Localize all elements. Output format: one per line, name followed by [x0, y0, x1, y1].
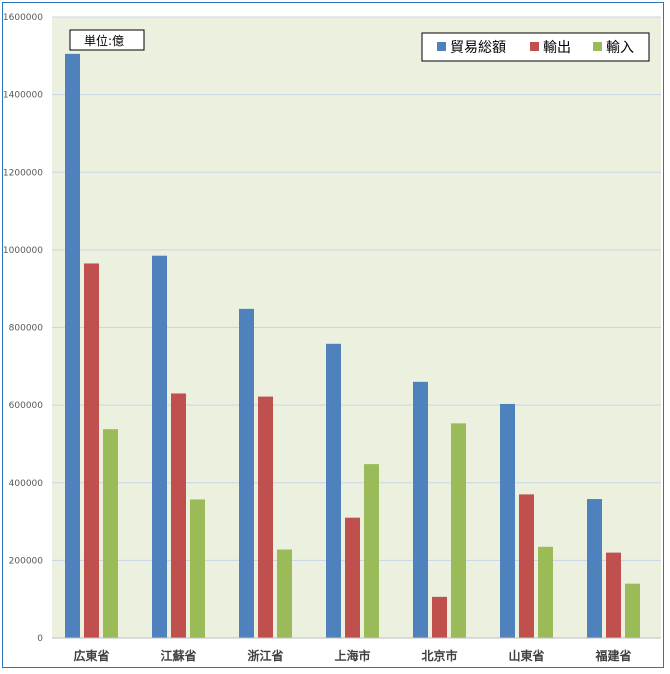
- category-label: 広東省: [73, 648, 109, 663]
- bar-export: [345, 517, 360, 638]
- bar-import: [277, 549, 292, 638]
- bar-export: [84, 263, 99, 638]
- bar-export: [432, 596, 447, 638]
- bar-import: [364, 464, 379, 638]
- bar-total: [326, 343, 341, 638]
- legend-label-total: 貿易総額: [450, 40, 506, 56]
- legend: 貿易総額 輸出 輸入: [421, 32, 650, 62]
- legend-swatch-total: [437, 42, 446, 51]
- bar-total: [500, 403, 515, 638]
- bar-export: [258, 396, 273, 638]
- bar-total: [152, 255, 167, 638]
- legend-label-export: 輸出: [543, 40, 571, 56]
- category-label: 福建省: [594, 648, 631, 663]
- legend-swatch-export: [530, 42, 539, 51]
- legend-swatch-import: [593, 42, 602, 51]
- unit-label: 単位:億: [84, 33, 124, 48]
- bar-import: [190, 499, 205, 638]
- y-tick-label: 1200000: [3, 168, 43, 178]
- bar-import: [538, 546, 553, 638]
- bar-total: [587, 499, 602, 638]
- y-tick-label: 1000000: [3, 246, 43, 256]
- chart-frame: 0 200000 400000 600000 800000 1000000 1200000 1…: [2, 2, 664, 668]
- y-tick-label: 400000: [9, 479, 44, 489]
- y-tick-label: 800000: [9, 324, 44, 334]
- unit-box: 単位:億: [69, 29, 145, 51]
- y-tick-label: 600000: [9, 401, 44, 411]
- bar-export: [171, 393, 186, 638]
- category-label: 上海市: [334, 648, 370, 663]
- y-tick-label: 1400000: [3, 91, 43, 101]
- category-label: 北京市: [421, 648, 457, 663]
- x-axis-categories: 広東省 江蘇省 浙江省 上海市 北京市 山東省 福建省: [73, 648, 631, 663]
- bar-import: [625, 583, 640, 638]
- y-tick-label: 200000: [9, 556, 44, 566]
- bar-import: [451, 423, 466, 638]
- category-label: 浙江省: [247, 648, 283, 663]
- bar-import: [103, 429, 118, 638]
- bar-total: [65, 53, 80, 638]
- bar-chart: 0 200000 400000 600000 800000 1000000 1200000 1…: [3, 13, 661, 663]
- bar-export: [606, 552, 621, 638]
- category-label: 江蘇省: [160, 648, 196, 663]
- y-axis-ticks: 0 200000 400000 600000 800000 1000000 1200000 1…: [3, 13, 43, 644]
- y-tick-label: 0: [37, 634, 43, 644]
- bar-total: [413, 381, 428, 638]
- bars: [65, 53, 640, 638]
- bar-export: [519, 494, 534, 638]
- y-tick-label: 1600000: [3, 13, 43, 23]
- bar-total: [239, 308, 254, 638]
- category-label: 山東省: [508, 648, 544, 663]
- legend-label-import: 輸入: [606, 40, 634, 56]
